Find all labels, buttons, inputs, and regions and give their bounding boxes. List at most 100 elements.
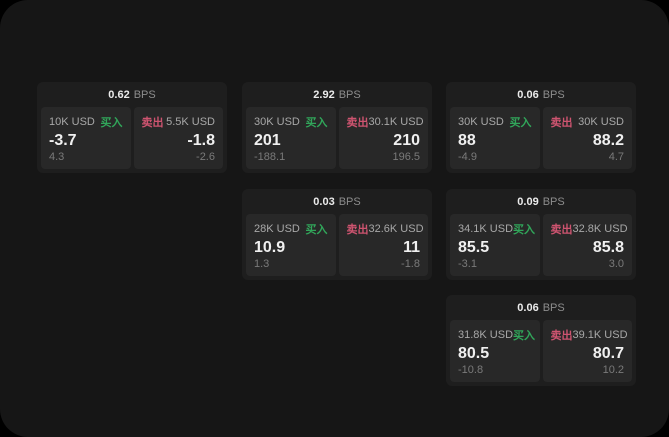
sell-tile-top: 卖出 32.8K USD xyxy=(550,221,628,237)
sell-tile-top: 卖出 39.1K USD xyxy=(550,327,628,343)
quote-body: 28K USD 买入 10.9 1.3 卖出 32.6K USD 11 -1.8 xyxy=(242,214,432,280)
quote-card-6: 0.06 BPS 31.8K USD 买入 80.5 -10.8 卖出 39.1… xyxy=(446,295,636,386)
sell-delta: 10.2 xyxy=(602,364,624,376)
sell-side-label: 卖出 xyxy=(550,224,573,236)
buy-tile-top: 34.1K USD 买入 xyxy=(458,221,536,237)
buy-side-label: 买入 xyxy=(513,330,536,342)
buy-quote-tile[interactable]: 30K USD 买入 88 -4.9 xyxy=(450,107,540,169)
buy-price: 85.5 xyxy=(458,239,490,256)
sell-amount: 30.1K USD xyxy=(368,116,424,128)
buy-delta: -4.9 xyxy=(458,151,477,163)
quote-card-3: 0.06 BPS 30K USD 买入 88 -4.9 卖出 30K USD xyxy=(446,82,636,173)
buy-price: -3.7 xyxy=(49,132,77,149)
buy-delta: -10.8 xyxy=(458,364,484,376)
sell-delta: 3.0 xyxy=(608,258,624,270)
sell-quote-tile[interactable]: 卖出 30.1K USD 210 196.5 xyxy=(338,107,428,169)
buy-side-label: 买入 xyxy=(100,117,123,129)
buy-amount: 30K USD xyxy=(458,116,504,128)
spread-value: 0.06 xyxy=(517,301,539,314)
quote-card-1: 0.62 BPS 10K USD 买入 -3.7 4.3 卖出 5.5K USD xyxy=(37,82,227,173)
sell-price: 11 xyxy=(403,239,420,256)
spread-unit: BPS xyxy=(338,195,361,208)
quote-body: 30K USD 买入 201 -188.1 卖出 30.1K USD 210 1… xyxy=(242,107,432,173)
buy-amount: 10K USD xyxy=(49,116,95,128)
spread-header: 0.06 BPS xyxy=(446,295,636,320)
sell-delta: -1.8 xyxy=(401,258,420,270)
quote-body: 30K USD 买入 88 -4.9 卖出 30K USD 88.2 4.7 xyxy=(446,107,636,173)
spread-unit: BPS xyxy=(133,88,156,101)
buy-side-label: 买入 xyxy=(305,224,328,236)
buy-tile-top: 10K USD 买入 xyxy=(49,114,123,130)
spread-value: 0.03 xyxy=(313,195,335,208)
sell-amount: 5.5K USD xyxy=(166,116,215,128)
buy-delta: -3.1 xyxy=(458,258,477,270)
buy-price: 80.5 xyxy=(458,345,490,362)
spread-header: 0.06 BPS xyxy=(446,82,636,107)
sell-price: 85.8 xyxy=(592,239,624,256)
spread-value: 0.06 xyxy=(517,88,539,101)
buy-price: 88 xyxy=(458,132,476,149)
sell-quote-tile[interactable]: 卖出 30K USD 88.2 4.7 xyxy=(542,107,632,169)
sell-amount: 39.1K USD xyxy=(572,329,628,341)
spread-header: 0.03 BPS xyxy=(242,189,432,214)
sell-price: -1.8 xyxy=(187,132,215,149)
buy-price: 10.9 xyxy=(254,239,286,256)
quote-body: 34.1K USD 买入 85.5 -3.1 卖出 32.8K USD 85.8… xyxy=(446,214,636,280)
spread-unit: BPS xyxy=(338,88,361,101)
sell-quote-tile[interactable]: 卖出 39.1K USD 80.7 10.2 xyxy=(542,320,632,382)
buy-amount: 34.1K USD xyxy=(458,223,514,235)
sell-delta: -2.6 xyxy=(196,151,215,163)
buy-side-label: 买入 xyxy=(305,117,328,129)
sell-amount: 32.6K USD xyxy=(368,223,424,235)
sell-amount: 32.8K USD xyxy=(572,223,628,235)
buy-quote-tile[interactable]: 28K USD 买入 10.9 1.3 xyxy=(246,214,336,276)
sell-delta: 4.7 xyxy=(608,151,624,163)
buy-tile-top: 30K USD 买入 xyxy=(458,114,532,130)
spread-value: 2.92 xyxy=(313,88,335,101)
buy-amount: 28K USD xyxy=(254,223,300,235)
sell-side-label: 卖出 xyxy=(550,117,573,129)
buy-tile-top: 28K USD 买入 xyxy=(254,221,328,237)
buy-side-label: 买入 xyxy=(513,224,536,236)
buy-tile-top: 30K USD 买入 xyxy=(254,114,328,130)
quote-body: 31.8K USD 买入 80.5 -10.8 卖出 39.1K USD 80.… xyxy=(446,320,636,386)
buy-quote-tile[interactable]: 30K USD 买入 201 -188.1 xyxy=(246,107,336,169)
sell-quote-tile[interactable]: 卖出 5.5K USD -1.8 -2.6 xyxy=(133,107,223,169)
buy-price: 201 xyxy=(254,132,281,149)
spread-unit: BPS xyxy=(542,301,565,314)
sell-quote-tile[interactable]: 卖出 32.8K USD 85.8 3.0 xyxy=(542,214,632,276)
buy-delta: 4.3 xyxy=(49,151,65,163)
sell-price: 210 xyxy=(393,132,420,149)
buy-amount: 30K USD xyxy=(254,116,300,128)
buy-delta: -188.1 xyxy=(254,151,286,163)
sell-amount: 30K USD xyxy=(578,116,624,128)
spread-unit: BPS xyxy=(542,88,565,101)
quote-card-5: 0.09 BPS 34.1K USD 买入 85.5 -3.1 卖出 32.8K… xyxy=(446,189,636,280)
buy-quote-tile[interactable]: 34.1K USD 买入 85.5 -3.1 xyxy=(450,214,540,276)
buy-delta: 1.3 xyxy=(254,258,270,270)
sell-tile-top: 卖出 30.1K USD xyxy=(347,114,424,130)
spread-header: 0.09 BPS xyxy=(446,189,636,214)
spread-header: 0.62 BPS xyxy=(37,82,227,107)
sell-side-label: 卖出 xyxy=(550,330,573,342)
buy-side-label: 买入 xyxy=(509,117,532,129)
spread-value: 0.62 xyxy=(108,88,130,101)
sell-delta: 196.5 xyxy=(392,151,420,163)
quote-card-4: 0.03 BPS 28K USD 买入 10.9 1.3 卖出 32.6K US… xyxy=(242,189,432,280)
sell-side-label: 卖出 xyxy=(346,224,369,236)
buy-quote-tile[interactable]: 10K USD 买入 -3.7 4.3 xyxy=(41,107,131,169)
spread-value: 0.09 xyxy=(517,195,539,208)
buy-tile-top: 31.8K USD 买入 xyxy=(458,327,536,343)
spread-header: 2.92 BPS xyxy=(242,82,432,107)
sell-price: 88.2 xyxy=(592,132,624,149)
quote-body: 10K USD 买入 -3.7 4.3 卖出 5.5K USD -1.8 -2.… xyxy=(37,107,227,173)
buy-amount: 31.8K USD xyxy=(458,329,514,341)
sell-tile-top: 卖出 30K USD xyxy=(551,114,625,130)
sell-price: 80.7 xyxy=(592,345,624,362)
sell-tile-top: 卖出 32.6K USD xyxy=(346,221,424,237)
spread-unit: BPS xyxy=(542,195,565,208)
sell-quote-tile[interactable]: 卖出 32.6K USD 11 -1.8 xyxy=(338,214,428,276)
buy-quote-tile[interactable]: 31.8K USD 买入 80.5 -10.8 xyxy=(450,320,540,382)
